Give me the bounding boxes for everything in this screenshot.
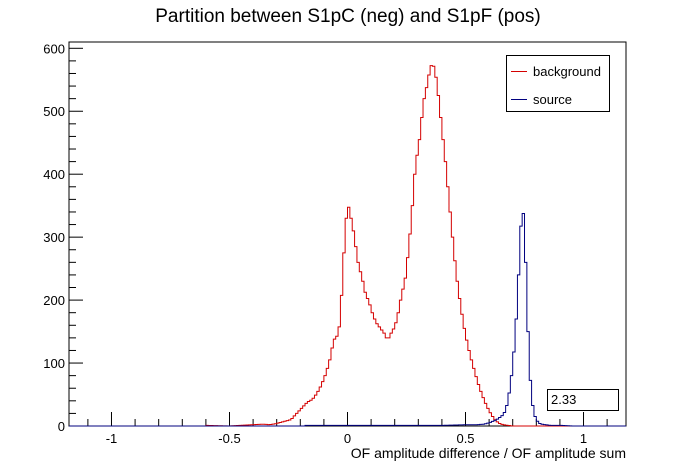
y-tick-label: 500 — [43, 104, 65, 119]
series-background — [69, 65, 626, 427]
x-tick-label: -1 — [106, 431, 118, 446]
chart-title: Partition between S1pC (neg) and S1pF (p… — [155, 6, 541, 27]
x-axis-label: OF amplitude difference / OF amplitude s… — [350, 445, 626, 461]
series-source — [69, 213, 626, 427]
legend-swatch-background — [511, 70, 527, 72]
legend-entry-source: source — [511, 88, 572, 110]
x-tick-label: 0 — [344, 431, 351, 446]
legend-label-source: source — [533, 91, 573, 107]
y-tick-label: 200 — [43, 293, 65, 308]
x-tick-label: 1 — [580, 431, 587, 446]
y-tick-label: 600 — [43, 41, 65, 56]
x-tick-label: 0.5 — [456, 431, 474, 446]
legend: background source — [506, 55, 610, 112]
y-tick-label: 0 — [58, 419, 65, 434]
legend-label-background: background — [533, 63, 601, 79]
y-tick-label: 400 — [43, 167, 65, 182]
y-tick-label: 100 — [43, 356, 65, 371]
stat-box: 2.33 — [547, 389, 619, 411]
legend-swatch-source — [511, 98, 527, 100]
legend-entry-background: background — [511, 60, 601, 82]
x-tick-label: -0.5 — [218, 431, 240, 446]
y-tick-label: 300 — [43, 230, 65, 245]
